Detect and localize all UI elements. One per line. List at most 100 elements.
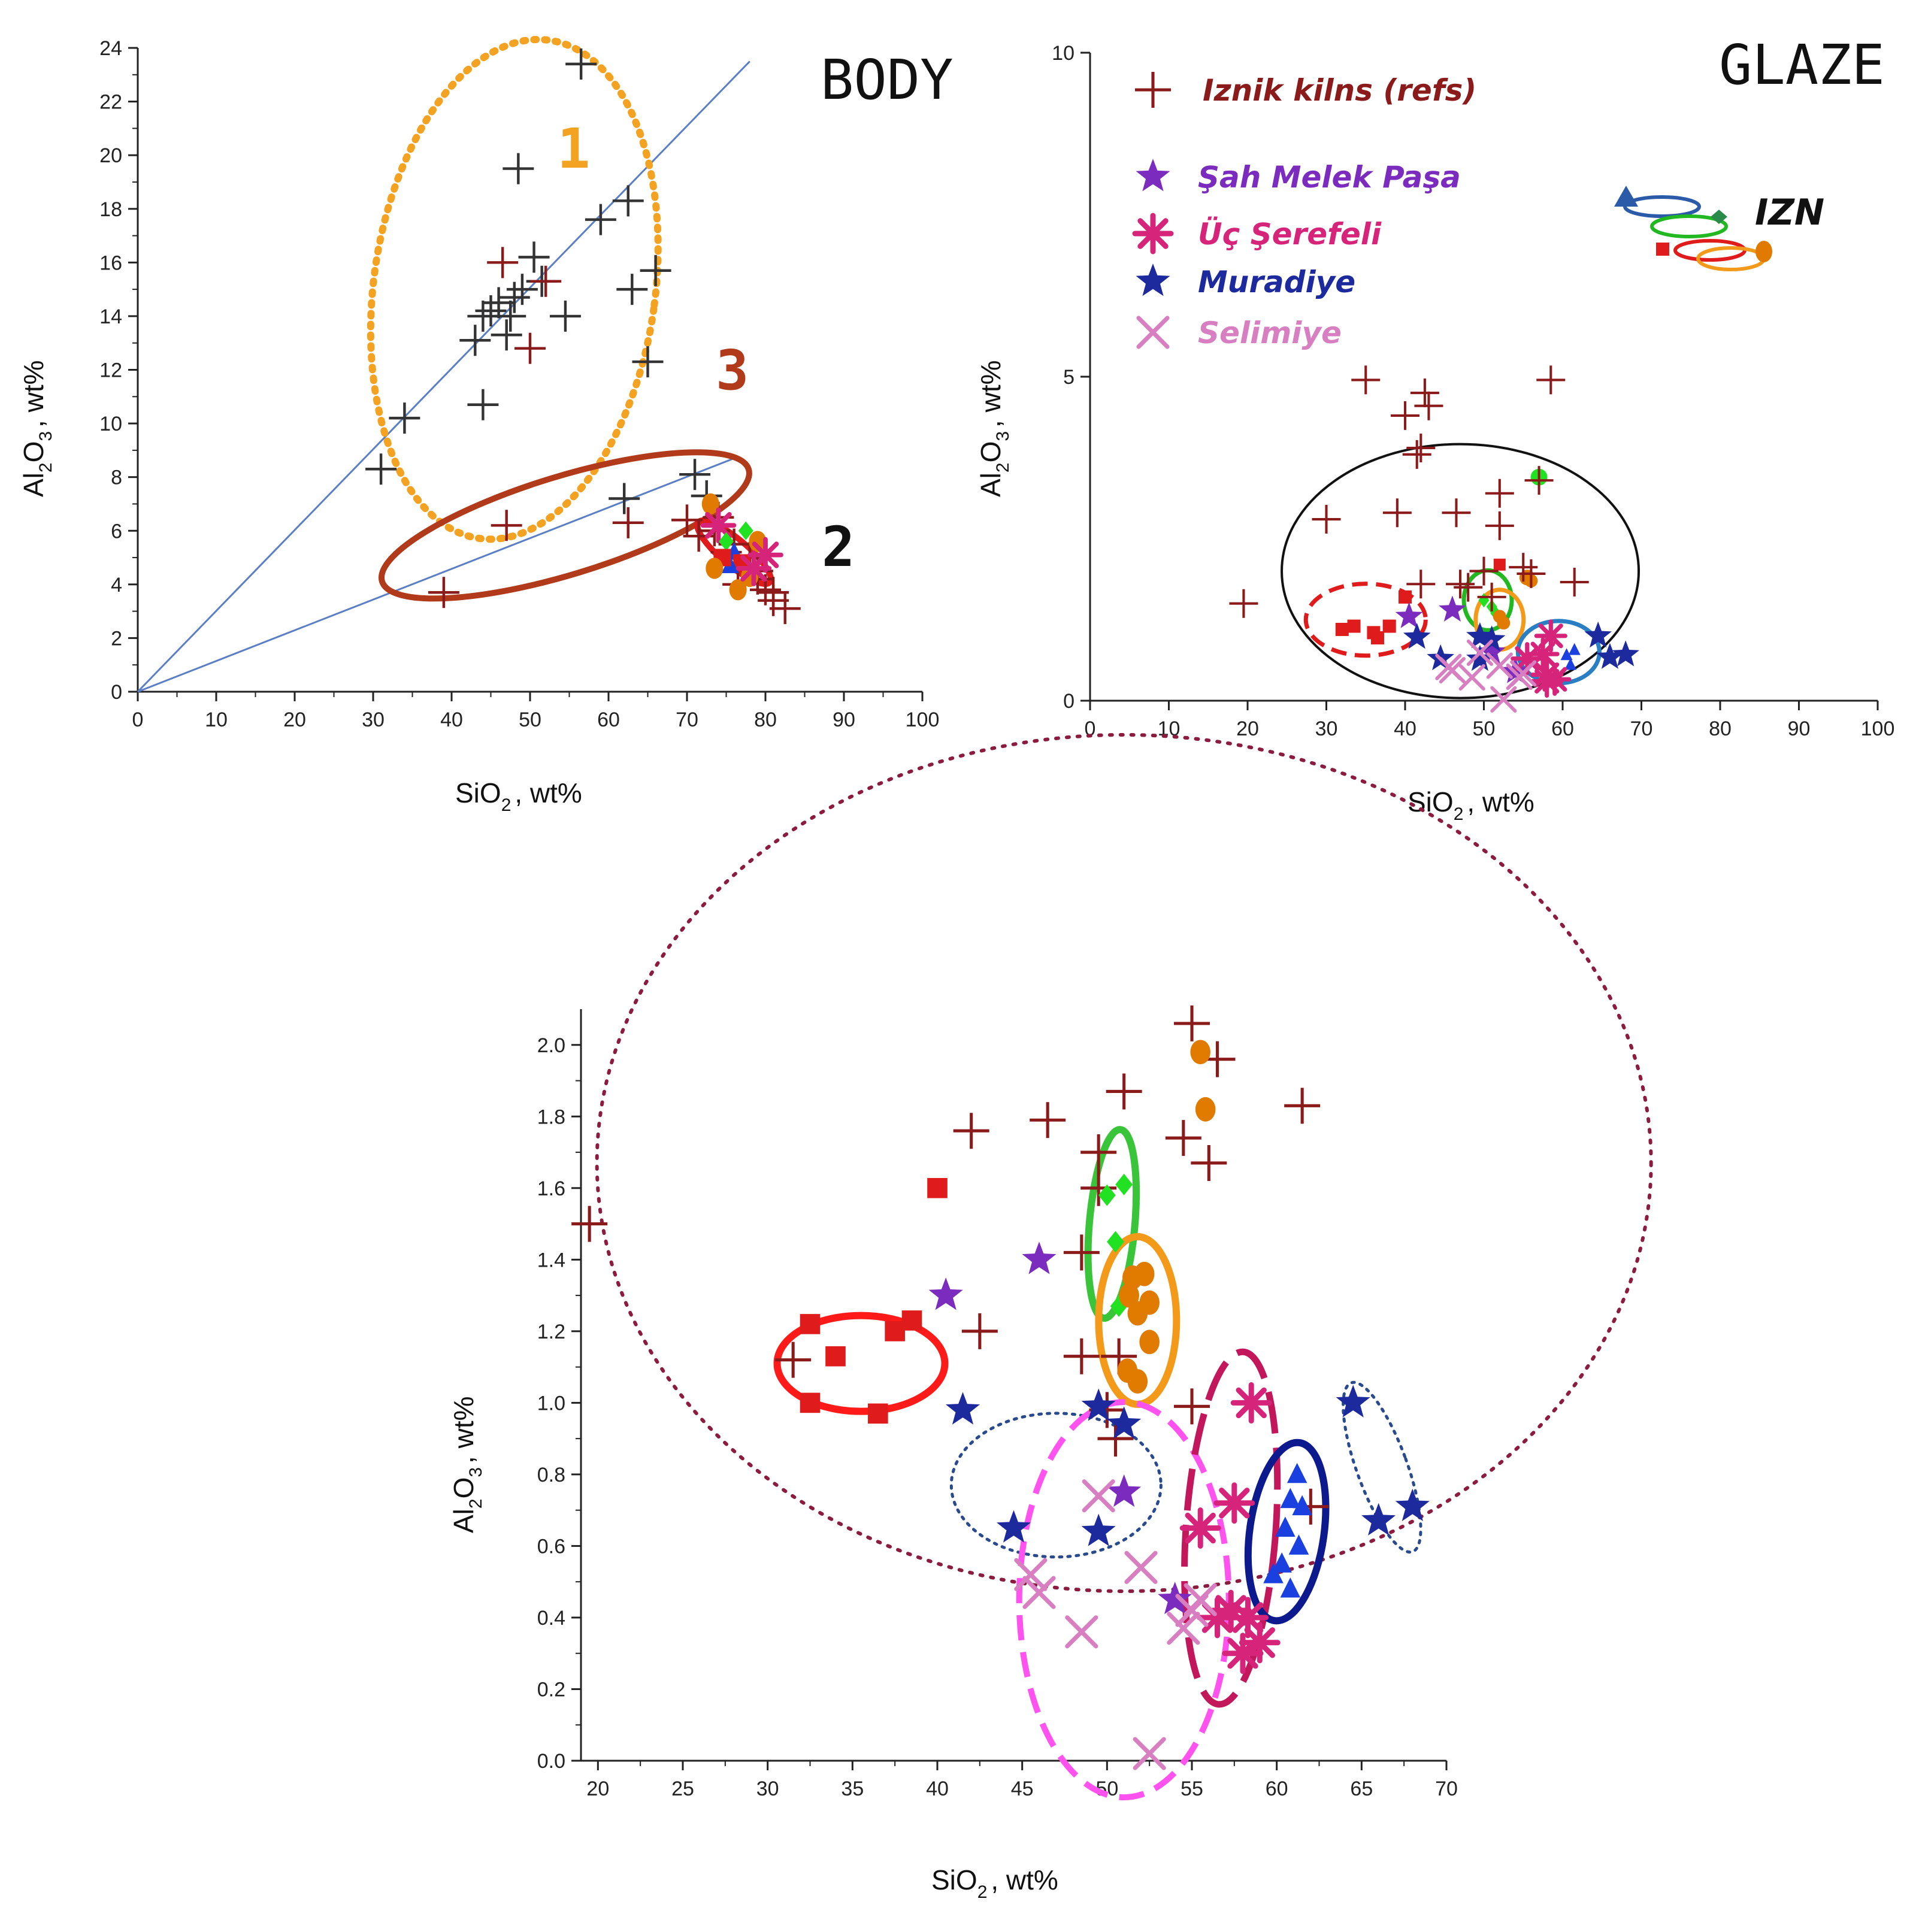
glaze-blue-triangle — [1560, 648, 1573, 661]
zoom-point — [1030, 1102, 1066, 1138]
zoom-point — [1230, 1382, 1272, 1424]
body-group-1-ellipse — [367, 35, 662, 543]
zoom-point — [1184, 1583, 1217, 1616]
glaze-point — [1395, 602, 1423, 628]
zoom-point — [1280, 1577, 1301, 1598]
body-point — [706, 558, 724, 579]
glaze-y-tick-label: 10 — [1052, 42, 1074, 65]
zoom-y-tick-label: 0.4 — [537, 1607, 565, 1630]
body-x-tick-label: 90 — [833, 708, 855, 731]
zoom-point — [1097, 1421, 1134, 1457]
body-y-tick-label: 16 — [99, 252, 122, 274]
inset-diamond-icon — [1711, 210, 1727, 224]
zoom-point — [1022, 1241, 1057, 1274]
zoom-point — [1110, 1295, 1128, 1318]
zoom-y-axis-label: Al2O3, wt% — [448, 1396, 486, 1533]
body-point — [495, 300, 526, 332]
glaze-point — [1612, 640, 1639, 667]
zoom-point — [571, 1206, 608, 1242]
glaze-point — [1466, 622, 1494, 649]
body-point — [729, 579, 747, 601]
body-x-tick-label: 70 — [676, 708, 698, 731]
glaze-point — [1406, 570, 1436, 599]
zoom-point — [1395, 1488, 1430, 1521]
inset-blue-ellipse-icon — [1623, 195, 1701, 218]
body-point — [735, 550, 772, 586]
zoom-point — [775, 1342, 812, 1378]
body-point — [549, 300, 581, 332]
glaze-legend-label: Muradiye — [1198, 265, 1355, 299]
body-group-3-ellipse — [378, 449, 752, 602]
zoom-y-tick-label: 0.0 — [537, 1750, 565, 1773]
zoom-x-tick-label: 30 — [756, 1777, 779, 1800]
zoom-point — [800, 1392, 821, 1413]
glaze-y-tick-label: 5 — [1063, 366, 1074, 389]
body-x-tick-label: 50 — [519, 708, 541, 731]
zoom-point — [1134, 1261, 1155, 1286]
body-group-label-3: 3 — [716, 338, 749, 402]
glaze-x-axis-label: SiO2, wt% — [1408, 786, 1534, 824]
glaze-point — [1538, 662, 1572, 696]
zoom-red-ellipse — [773, 1312, 949, 1415]
body-point — [491, 319, 522, 351]
body-point — [467, 389, 499, 420]
zoom-point — [1288, 1534, 1309, 1555]
glaze-point — [1312, 505, 1341, 534]
zoom-points — [571, 1005, 1430, 1770]
glaze-legend: Iznik kilns (refs) Şah Melek Paşa Üç Şeref… — [1132, 72, 1476, 350]
body-point — [503, 153, 534, 184]
glaze-red-square — [1399, 590, 1412, 604]
glaze-point — [1511, 642, 1544, 676]
glaze-point — [1414, 391, 1443, 420]
zoom-point — [1179, 1507, 1221, 1549]
glaze-point — [1351, 365, 1381, 395]
zoom-point — [1361, 1503, 1396, 1536]
zoom-point — [1222, 1633, 1264, 1674]
zoom-point — [1292, 1495, 1312, 1516]
body-point — [459, 325, 491, 356]
zoom-point — [1081, 1513, 1116, 1546]
zoom-point — [1119, 1283, 1139, 1308]
body-reference-line — [137, 457, 735, 693]
body-point — [632, 346, 664, 378]
zoom-point — [1287, 1462, 1307, 1483]
body-group-label-2: 2 — [822, 515, 855, 579]
glaze-point — [1442, 498, 1471, 528]
zoom-point — [1284, 1088, 1321, 1124]
glaze-point — [1534, 619, 1567, 653]
glaze-inset-key — [1614, 186, 1772, 271]
body-y-tick-label: 4 — [111, 574, 122, 596]
glaze-point — [1439, 657, 1466, 684]
zoom-chart: 20 25 30 35 40 45 50 55 60 65 700.00.20.40.60.81.0… — [448, 732, 1653, 1902]
glaze-legend-label: Iznik kilns (refs) — [1203, 73, 1476, 108]
glaze-blue-triangle — [1568, 643, 1581, 655]
zoom-point — [1174, 1388, 1210, 1425]
body-points — [365, 48, 801, 625]
zoom-point — [1190, 1040, 1210, 1065]
zoom-y-tick-label: 2.0 — [537, 1034, 565, 1057]
body-x-tick-label: 80 — [754, 708, 777, 731]
body-point — [514, 332, 546, 364]
zoom-point — [1167, 1612, 1200, 1645]
glaze-y-tick-label: 0 — [1063, 690, 1074, 713]
body-point — [612, 507, 644, 538]
glaze-point — [1502, 657, 1529, 683]
body-point — [609, 483, 640, 514]
glaze-point — [1439, 595, 1466, 622]
glaze-points — [1229, 365, 1639, 713]
body-point — [365, 453, 397, 485]
zoom-x-tick-label: 20 — [586, 1777, 609, 1800]
zoom-point — [868, 1403, 888, 1424]
glaze-legend-label: Selimiye — [1198, 316, 1342, 350]
zoom-overlays — [595, 732, 1653, 1801]
zoom-y-tick-label: 1.2 — [537, 1321, 565, 1343]
glaze-point — [1410, 378, 1439, 408]
body-y-tick-label: 10 — [99, 413, 122, 435]
glaze-legend-label: Şah Melek Paşa — [1198, 160, 1461, 195]
body-group-label-1: 1 — [557, 117, 590, 181]
body-y-tick-label: 18 — [99, 198, 122, 221]
glaze-point — [1517, 559, 1546, 588]
glaze-point — [1466, 644, 1494, 671]
body-point — [585, 204, 616, 235]
